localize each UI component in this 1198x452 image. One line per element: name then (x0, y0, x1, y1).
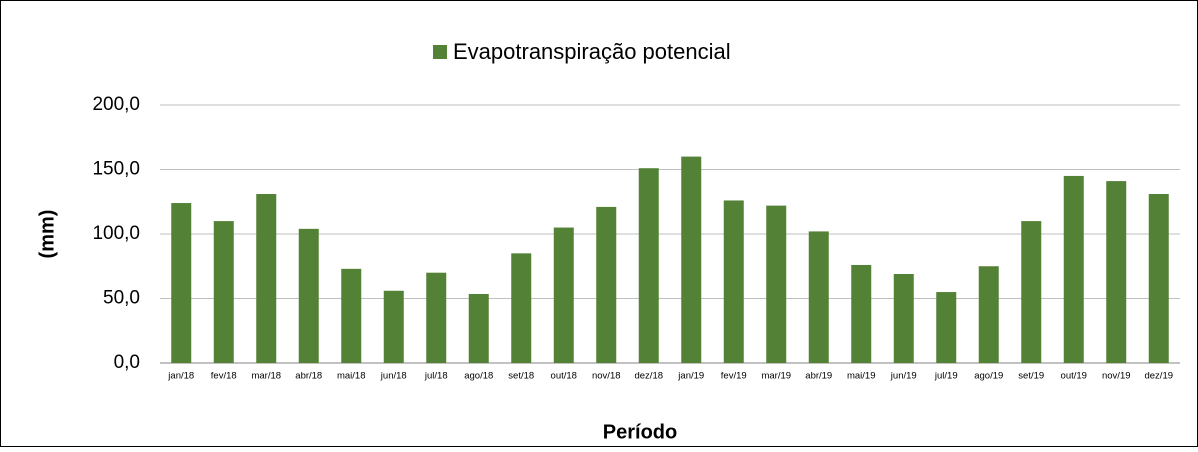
bar (511, 253, 532, 363)
x-tick-label: jun/19 (890, 371, 917, 382)
y-tick-label: 200,0 (92, 94, 140, 115)
bar (723, 200, 744, 363)
x-tick-label: jan/18 (167, 371, 194, 382)
x-tick-label: nov/18 (592, 371, 621, 382)
bar (341, 268, 362, 363)
y-tick-label: 50,0 (103, 288, 140, 309)
x-tick-label: ago/19 (974, 371, 1003, 382)
x-tick-label: jul/19 (934, 371, 958, 382)
x-tick-label: abr/19 (805, 371, 832, 382)
bar (256, 194, 277, 363)
x-tick-label: jun/18 (380, 371, 407, 382)
x-tick-label: jan/19 (677, 371, 704, 382)
bar (978, 266, 999, 363)
bar (553, 227, 574, 363)
bar (638, 168, 659, 363)
bar (808, 231, 829, 363)
bar (171, 203, 192, 363)
x-tick-label: set/18 (508, 371, 534, 382)
x-tick-label: mai/19 (847, 371, 876, 382)
bar (766, 205, 787, 363)
y-tick-label: 0,0 (114, 352, 140, 373)
x-axis-label: Período (603, 421, 677, 443)
bar (383, 290, 404, 363)
x-tick-label: nov/19 (1102, 371, 1131, 382)
bar (1106, 181, 1127, 363)
y-axis-label: (mm) (36, 210, 58, 259)
bar (213, 221, 234, 363)
bar (596, 206, 617, 363)
x-tick-label: out/19 (1061, 371, 1087, 382)
bar (1063, 175, 1084, 363)
bar (851, 264, 872, 363)
bar (1021, 221, 1042, 363)
bar (893, 273, 914, 363)
x-tick-label: fev/19 (721, 371, 747, 382)
x-tick-label: dez/19 (1144, 371, 1173, 382)
x-tick-label: dez/18 (634, 371, 663, 382)
bar (468, 293, 489, 363)
y-tick-label: 150,0 (92, 159, 140, 180)
bar (298, 228, 319, 363)
bar (426, 272, 447, 363)
bar (936, 292, 957, 363)
bar (681, 156, 702, 363)
x-tick-label: mar/18 (251, 371, 281, 382)
x-tick-label: abr/18 (295, 371, 322, 382)
x-tick-label: mar/19 (761, 371, 791, 382)
x-tick-label: set/19 (1018, 371, 1044, 382)
legend-swatch (433, 45, 447, 59)
x-tick-label: ago/18 (464, 371, 493, 382)
legend-label: Evapotranspiração potencial (453, 39, 731, 64)
bar (1148, 194, 1169, 363)
x-tick-label: fev/18 (211, 371, 237, 382)
x-tick-label: out/18 (551, 371, 577, 382)
x-tick-label: jul/18 (424, 371, 448, 382)
y-tick-label: 100,0 (92, 223, 140, 244)
x-tick-label: mai/18 (337, 371, 366, 382)
